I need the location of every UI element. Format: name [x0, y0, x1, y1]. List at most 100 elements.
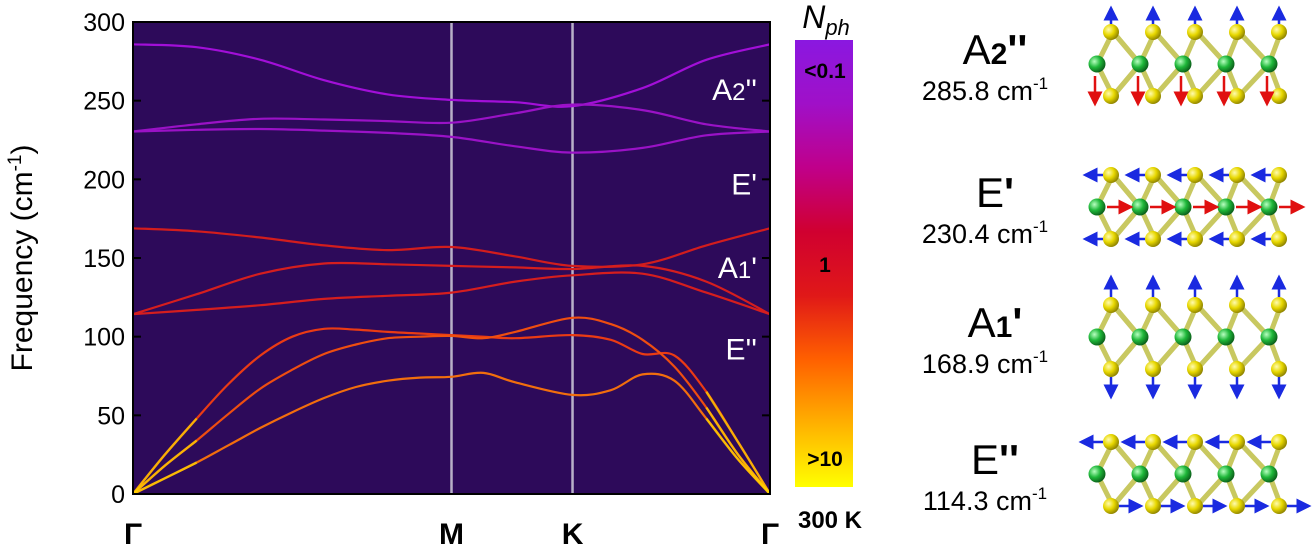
- chalcogen-atom: [1103, 88, 1119, 104]
- phonon-branch: [132, 327, 771, 495]
- chalcogen-atom: [1187, 231, 1203, 247]
- colorbar-label-mid: 1: [819, 254, 831, 277]
- chalcogen-atom: [1271, 434, 1287, 450]
- mode-name: A1': [968, 299, 1023, 346]
- metal-atom: [1088, 328, 1106, 346]
- y-tick-label: 50: [97, 402, 125, 430]
- mode-label: A2'': [712, 74, 757, 107]
- chalcogen-atom: [1103, 24, 1119, 40]
- colorbar: Nph <0.1 1 >10 300 K: [795, 0, 863, 534]
- chalcogen-atom: [1271, 361, 1287, 377]
- chalcogen-atom: [1271, 231, 1287, 247]
- chalcogen-atom: [1271, 297, 1287, 313]
- mode-frequency: 168.9 cm-1: [922, 347, 1048, 379]
- y-tick-label: 250: [83, 88, 125, 116]
- metal-atom: [1217, 198, 1235, 216]
- chalcogen-atom: [1229, 88, 1245, 104]
- chalcogen-atom: [1187, 361, 1203, 377]
- atomic-lattice: [1088, 24, 1287, 104]
- metal-atom: [1174, 328, 1192, 346]
- chalcogen-atom: [1271, 88, 1287, 104]
- acoustic-branch-low: [132, 461, 198, 496]
- atomic-lattice: [1088, 434, 1287, 514]
- chalcogen-atom: [1145, 88, 1161, 104]
- phonon-branch: [132, 127, 771, 154]
- phonon-branch: [132, 103, 771, 133]
- mode-name: E': [976, 169, 1014, 216]
- colorbar-label-low: <0.1: [804, 60, 846, 83]
- metal-atom: [1217, 328, 1235, 346]
- mode-panel: A2''285.8 cm-1: [922, 5, 1287, 107]
- metal-atom: [1131, 328, 1149, 346]
- chalcogen-atom: [1145, 297, 1161, 313]
- x-tick-label: K: [562, 518, 584, 546]
- mode-panel: E'230.4 cm-1: [922, 167, 1306, 249]
- dispersion-plot: A2'' E' A1' E'' 0 50 100 150 200 250 300 Γ M K Γ Fre…: [5, 9, 779, 546]
- phonon-branch: [132, 227, 771, 268]
- mode-panel: E''114.3 cm-1: [923, 434, 1312, 516]
- mode-labels: A2'' E' A1' E'': [712, 74, 757, 367]
- chalcogen-atom: [1145, 434, 1161, 450]
- colorbar-title: Nph: [802, 0, 850, 40]
- chalcogen-atom: [1187, 297, 1203, 313]
- metal-atom: [1131, 465, 1149, 483]
- chalcogen-atom: [1271, 498, 1287, 514]
- metal-atom: [1260, 55, 1278, 73]
- mode-name: A2'': [963, 26, 1028, 73]
- phonon-branch: [132, 371, 771, 495]
- chalcogen-atom: [1103, 231, 1119, 247]
- chalcogen-atom: [1103, 498, 1119, 514]
- x-tick-label: M: [439, 518, 464, 546]
- phonon-branch: [132, 261, 771, 316]
- acoustic-branch-low: [705, 417, 771, 495]
- metal-atom: [1217, 55, 1235, 73]
- y-axis-ticks: 0 50 100 150 200 250 300: [83, 9, 770, 509]
- chalcogen-atom: [1229, 434, 1245, 450]
- displacement-arrows: [1082, 167, 1306, 247]
- chalcogen-atom: [1229, 498, 1245, 514]
- colorbar-gradient: [795, 40, 853, 487]
- x-tick-label: Γ: [761, 518, 779, 546]
- metal-atom: [1174, 465, 1192, 483]
- chalcogen-atom: [1229, 231, 1245, 247]
- mode-frequency: 230.4 cm-1: [922, 217, 1048, 249]
- metal-atom: [1260, 465, 1278, 483]
- y-tick-label: 300: [83, 9, 125, 37]
- metal-atom: [1217, 465, 1235, 483]
- phonon-branch: [132, 271, 771, 316]
- chalcogen-atom: [1103, 361, 1119, 377]
- chalcogen-atom: [1271, 167, 1287, 183]
- chalcogen-atom: [1187, 24, 1203, 40]
- metal-atom: [1088, 465, 1106, 483]
- mode-label: A1': [718, 252, 757, 285]
- chalcogen-atom: [1187, 88, 1203, 104]
- displacement-arrows: [1103, 274, 1287, 400]
- chalcogen-atom: [1145, 498, 1161, 514]
- y-tick-label: 0: [111, 481, 125, 509]
- chalcogen-atom: [1187, 434, 1203, 450]
- mode-label: E': [731, 168, 757, 201]
- displacement-arrows: [1087, 5, 1287, 107]
- chalcogen-atom: [1145, 24, 1161, 40]
- y-tick-label: 150: [83, 245, 125, 273]
- chalcogen-atom: [1187, 498, 1203, 514]
- phonon-branch: [132, 43, 771, 108]
- chalcogen-atom: [1229, 361, 1245, 377]
- mode-name: E'': [971, 436, 1019, 483]
- metal-atom: [1131, 55, 1149, 73]
- y-axis-label: Frequency (cm-1): [5, 145, 39, 372]
- chalcogen-atom: [1187, 167, 1203, 183]
- mode-panel: A1'168.9 cm-1: [922, 274, 1287, 400]
- acoustic-branch-low: [132, 417, 198, 495]
- chalcogen-atom: [1229, 24, 1245, 40]
- atomic-lattice: [1088, 167, 1287, 247]
- metal-atom: [1174, 55, 1192, 73]
- colorbar-label-high: >10: [807, 448, 843, 471]
- acoustic-branch-low: [705, 391, 772, 495]
- chalcogen-atom: [1103, 297, 1119, 313]
- phonon-branch: [132, 316, 771, 495]
- mode-label: E'': [726, 334, 757, 367]
- chalcogen-atom: [1229, 167, 1245, 183]
- metal-atom: [1088, 198, 1106, 216]
